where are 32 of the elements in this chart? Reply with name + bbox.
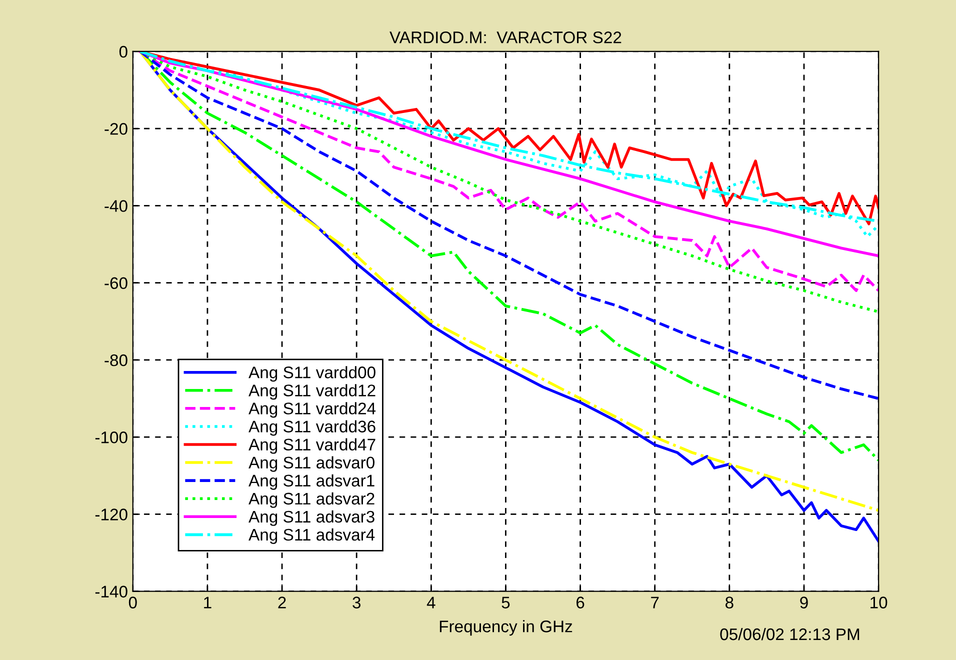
chart-title: VARDIOD.M: VARACTOR S22 [390,32,622,44]
x-tick-label: 3 [352,596,360,608]
x-tick-label: 1 [204,596,212,608]
y-tick-label: -80 [104,354,128,366]
y-tick-label: -120 [95,508,128,520]
y-tick-label: -60 [104,277,128,290]
x-tick-label: 6 [576,596,584,608]
y-tick-label: -140 [95,586,128,598]
x-tick-label: 9 [800,596,808,608]
legend-label: Ang S11 vardd00 [248,366,376,382]
legend-label: Ang S11 adsvar2 [248,492,374,508]
x-tick-label: 2 [278,596,286,608]
x-tick-label: 10 [870,596,888,608]
legend-label: Ang S11 vardd47 [248,438,376,454]
legend-label: Ang S11 vardd12 [248,384,376,400]
legend-label: Ang S11 adsvar4 [248,528,375,544]
y-tick-label: -20 [104,123,128,135]
y-tick-label: -100 [95,432,128,444]
x-axis-title: Frequency in GHz [440,620,572,636]
x-tick-label: 5 [502,596,510,608]
x-tick-label: 8 [726,596,734,608]
legend-label: Ang S11 adsvar1 [248,474,374,490]
legend-label: Ang S11 adsvar3 [248,510,374,526]
legend-label: Ang S11 adsvar0 [248,456,374,472]
legend-label: Ang S11 vardd24 [248,402,376,418]
y-tick-label: -40 [104,200,128,212]
x-tick-label: 7 [651,596,659,608]
x-tick-label: 4 [426,596,436,608]
y-tick-label: 0 [119,46,128,58]
x-tick-label: 0 [128,596,137,608]
legend-label: Ang S11 vardd36 [248,420,376,436]
text: 05/06/02 12:13 PM [720,628,860,640]
